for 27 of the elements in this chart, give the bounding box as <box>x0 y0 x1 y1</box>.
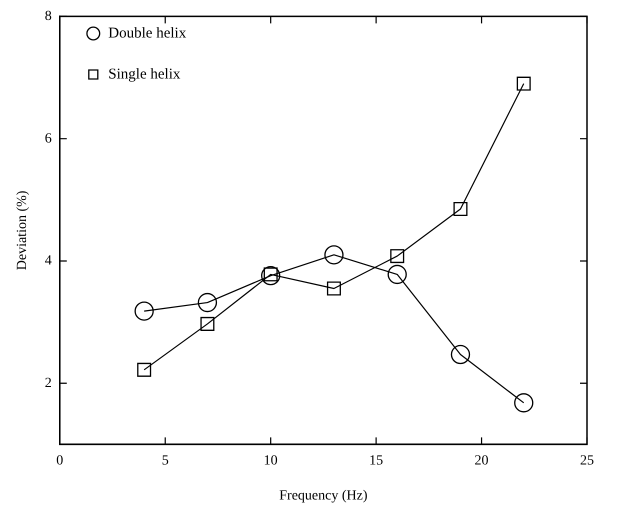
x-axis-title: Frequency (Hz) <box>279 488 368 504</box>
y-axis-title: Deviation (%) <box>15 190 30 270</box>
point <box>200 316 214 331</box>
x-tick-label: 5 <box>162 453 169 468</box>
point <box>137 362 152 377</box>
point <box>198 292 218 312</box>
y-tick-label: 2 <box>44 376 52 391</box>
point <box>134 301 154 321</box>
point <box>261 266 280 286</box>
x-tick-label: 10 <box>264 453 278 468</box>
point <box>453 202 468 216</box>
point <box>388 264 407 284</box>
y-tick-label: 4 <box>44 254 52 269</box>
point <box>514 393 534 412</box>
point <box>326 281 341 296</box>
point <box>516 76 531 91</box>
x-tick-label: 0 <box>56 453 64 468</box>
x-tick-label: 25 <box>580 453 594 468</box>
legend-label: Double helix <box>108 25 187 42</box>
y-tick-label: 8 <box>44 9 52 24</box>
legend-label: Single helix <box>108 66 181 82</box>
point <box>324 245 344 265</box>
point <box>450 344 470 364</box>
y-tick-label: 6 <box>44 131 52 146</box>
point <box>390 249 404 264</box>
x-tick-label: 15 <box>369 453 384 468</box>
x-tick-label: 20 <box>474 453 489 468</box>
